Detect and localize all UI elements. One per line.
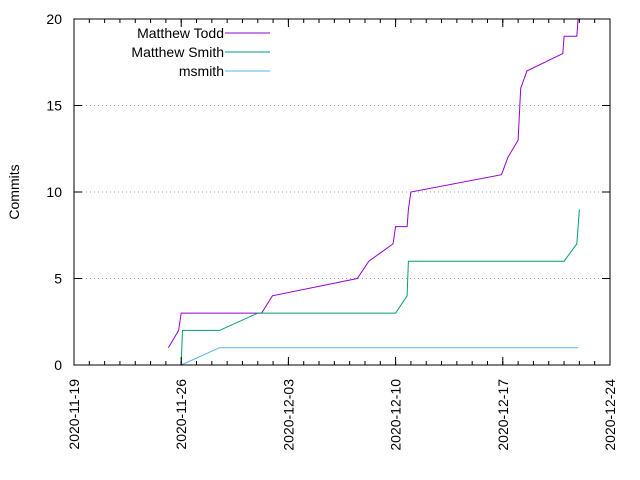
series-lines	[167, 18, 580, 366]
series-line-0	[167, 18, 579, 348]
y-axis-label: Commits	[6, 164, 22, 219]
legend-label-2: msmith	[179, 63, 224, 79]
y-tick-label: 10	[46, 184, 62, 200]
y-tick-label: 5	[54, 271, 62, 287]
axis-ticks	[73, 18, 611, 366]
x-tick-label: 2020-11-19	[66, 379, 82, 450]
y-tick-label: 15	[46, 98, 62, 114]
x-tick-label: 2020-12-24	[602, 379, 618, 451]
grid-lines	[74, 105, 610, 279]
y-tick-label: 0	[54, 357, 62, 373]
series-line-2	[180, 347, 579, 366]
x-tick-label: 2020-12-10	[388, 379, 404, 451]
tick-labels: 0 5 10 15 20 2020-11-19 2020-11-26 2020-12-03 20…	[46, 11, 618, 451]
x-tick-label: 2020-12-17	[495, 379, 511, 451]
legend-label-0: Matthew Todd	[137, 25, 224, 41]
legend-label-1: Matthew Smith	[131, 44, 224, 60]
x-tick-label: 2020-11-26	[173, 379, 189, 450]
y-tick-label: 20	[46, 11, 62, 27]
series-line-1	[180, 209, 580, 366]
legend: Matthew Todd Matthew Smith msmith	[131, 25, 270, 79]
x-tick-label: 2020-12-03	[280, 379, 296, 451]
